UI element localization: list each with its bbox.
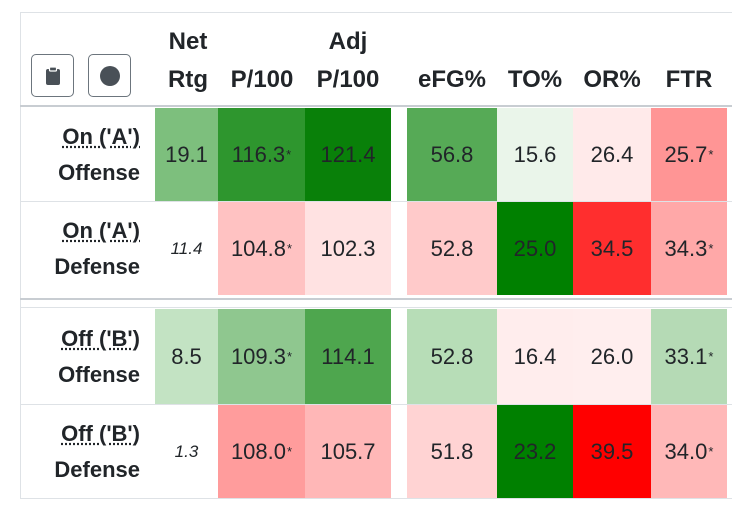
row-label: Off ('B') Offense [24, 321, 140, 393]
row-label-line2: Defense [54, 253, 140, 279]
cell-or-value: 39.5 [590, 438, 634, 464]
cell-to: 16.4 [497, 309, 573, 404]
cell-ftr: 34.3 * [651, 202, 727, 295]
cell-ftr-value: 34.0 [664, 438, 708, 464]
cell-net: 19.1 [155, 108, 218, 201]
cell-to-value: 15.6 [513, 141, 557, 167]
header-adj-line2: P/100 [316, 66, 380, 93]
cell-efg-value: 56.8 [430, 141, 474, 167]
cell-p100-value: 109.3 [230, 343, 286, 369]
clipboard-icon [45, 65, 60, 85]
cell-ftr-value: 33.1 [664, 343, 708, 369]
header-or: OR% [583, 66, 641, 93]
header-adj-line1: Adj [328, 28, 368, 55]
row-label-line2: Offense [58, 159, 140, 185]
cell-or-value: 34.5 [590, 235, 634, 261]
cell-net-value: 19.1 [165, 141, 208, 167]
group-separator-bottom [20, 307, 732, 308]
cell-ftr: 25.7 * [651, 108, 727, 201]
circle-icon [99, 65, 120, 86]
row-label-line1[interactable]: On ('A') [62, 123, 140, 149]
cell-efg: 51.8 [407, 405, 497, 498]
cell-net: 1.3 [155, 405, 218, 498]
group-separator-top [20, 298, 732, 300]
cell-or: 39.5 [573, 405, 651, 498]
row-separator-1 [20, 201, 732, 202]
cell-or: 26.0 [573, 309, 651, 404]
row-label-line2: Offense [58, 361, 140, 387]
cell-ftr-value: 25.7 [664, 141, 708, 167]
header-efg: eFG% [417, 66, 486, 93]
header-net-line1: Net [168, 28, 208, 55]
cell-to-value: 25.0 [513, 235, 557, 261]
cell-adj-value: 121.4 [320, 141, 376, 167]
row-label-line1[interactable]: Off ('B') [61, 325, 140, 351]
table-left-border [20, 12, 21, 498]
cell-ftr: 34.0 * [651, 405, 727, 498]
cell-p100: 109.3 * [218, 309, 305, 404]
row-separator-3 [20, 404, 732, 405]
row-label-line2: Defense [54, 456, 140, 482]
header-ftr: FTR [665, 66, 713, 93]
cell-adj: 105.7 [305, 405, 391, 498]
cell-or-value: 26.4 [590, 141, 634, 167]
cell-or: 34.5 [573, 202, 651, 295]
cell-adj: 102.3 [305, 202, 391, 295]
row-label: On ('A') Offense [24, 119, 140, 191]
cell-ftr-value: 34.3 [664, 235, 708, 261]
cell-to-value: 16.4 [513, 343, 557, 369]
cell-adj: 121.4 [305, 108, 391, 201]
cell-net: 8.5 [155, 309, 218, 404]
cell-p100: 104.8 * [218, 202, 305, 295]
cell-net-value: 8.5 [171, 343, 202, 369]
row-label: Off ('B') Defense [24, 416, 140, 488]
cell-to: 15.6 [497, 108, 573, 201]
cell-efg: 52.8 [407, 309, 497, 404]
cell-adj: 114.1 [305, 309, 391, 404]
row-label-line1[interactable]: Off ('B') [61, 420, 140, 446]
toggle-view-button[interactable] [88, 54, 131, 97]
table-top-border [20, 12, 732, 13]
cell-or-value: 26.0 [590, 343, 634, 369]
cell-p100-value: 104.8 [230, 235, 286, 261]
cell-net: 11.4 [155, 202, 218, 295]
row-label-line1[interactable]: On ('A') [62, 217, 140, 243]
cell-efg-value: 52.8 [430, 343, 474, 369]
cell-or: 26.4 [573, 108, 651, 201]
cell-adj-value: 105.7 [320, 438, 376, 464]
header-p100: P/100 [230, 66, 294, 93]
cell-net-value: 11.4 [170, 238, 203, 258]
table-bottom-border [20, 498, 732, 499]
header-separator [20, 105, 732, 107]
cell-efg-value: 52.8 [430, 235, 474, 261]
header-to: TO% [507, 66, 563, 93]
copy-clipboard-button[interactable] [31, 54, 74, 97]
cell-ftr: 33.1 * [651, 309, 727, 404]
cell-p100: 116.3 * [218, 108, 305, 201]
cell-net-value: 1.3 [174, 441, 199, 461]
cell-adj-value: 102.3 [320, 235, 376, 261]
cell-p100-value: 116.3 [231, 141, 286, 167]
cell-to: 25.0 [497, 202, 573, 295]
cell-to-value: 23.2 [513, 438, 557, 464]
cell-efg: 52.8 [407, 202, 497, 295]
cell-efg: 56.8 [407, 108, 497, 201]
cell-p100: 108.0 * [218, 405, 305, 498]
cell-efg-value: 51.8 [430, 438, 474, 464]
header-net-line2: Rtg [168, 66, 208, 93]
row-label: On ('A') Defense [24, 213, 140, 285]
cell-to: 23.2 [497, 405, 573, 498]
cell-adj-value: 114.1 [321, 343, 375, 369]
cell-p100-value: 108.0 [230, 438, 286, 464]
